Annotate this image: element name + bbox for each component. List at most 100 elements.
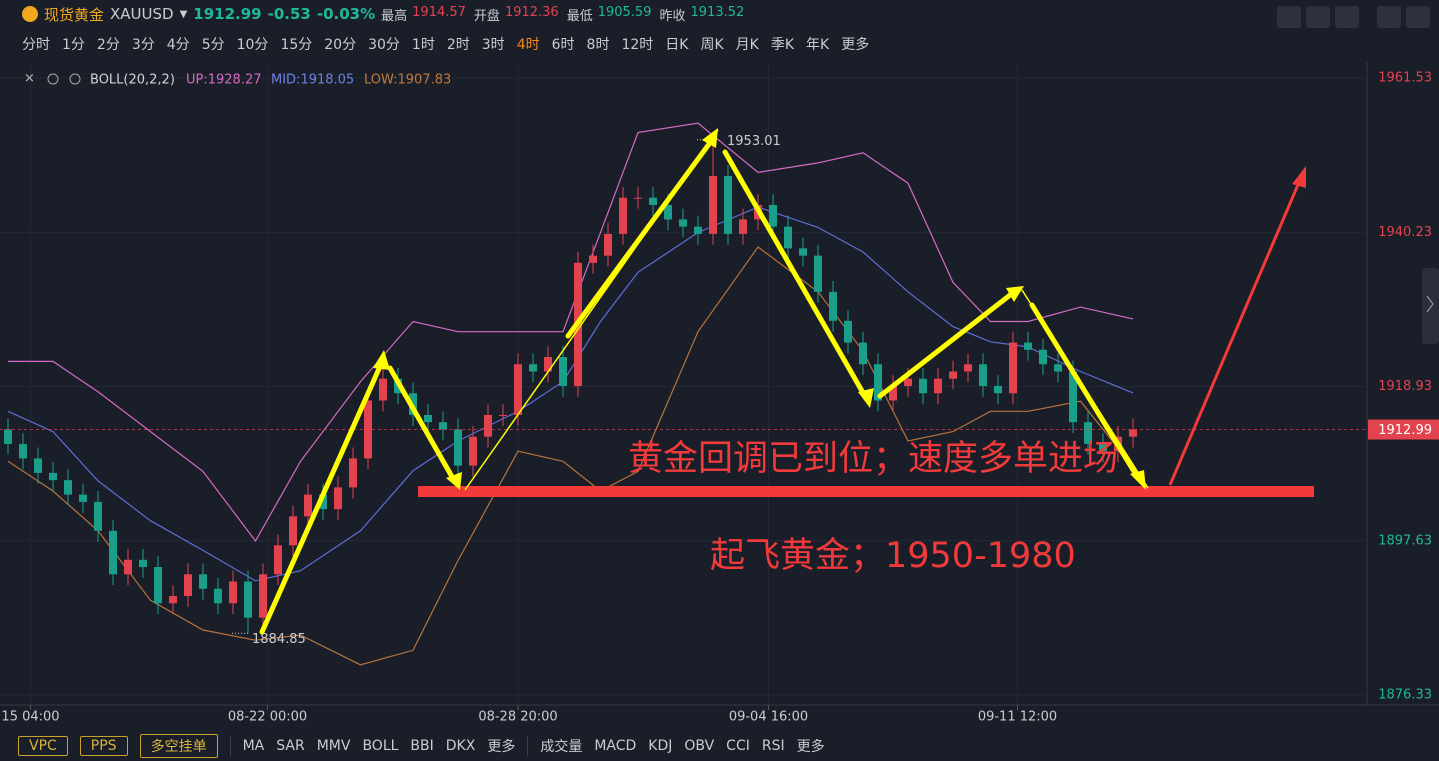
candle-body: [829, 291, 837, 321]
arrow: [387, 365, 458, 485]
timeframe[interactable]: 更多: [841, 37, 870, 53]
candle-body: [499, 414, 507, 416]
tool-icon[interactable]: [1377, 6, 1401, 28]
timeframe[interactable]: 年K: [806, 37, 830, 53]
candle-body: [1084, 422, 1092, 444]
y-tick-label: 1940.23: [1378, 225, 1432, 240]
candle-body: [994, 385, 1002, 394]
candle-body: [739, 219, 747, 234]
toolbar-button[interactable]: PPS: [79, 736, 128, 756]
symbol[interactable]: XAUUSD: [110, 5, 174, 23]
candle-body: [94, 501, 102, 531]
candle-body: [124, 559, 132, 575]
timeframe[interactable]: 月K: [735, 37, 759, 53]
change: -0.53: [267, 5, 311, 23]
line: [1021, 289, 1149, 489]
timeframe[interactable]: 4分: [166, 37, 190, 53]
indicator-button[interactable]: KDJ: [648, 738, 673, 754]
annotation: 黄金回调已到位；速度多单进场: [628, 439, 1118, 479]
candle-body: [889, 385, 897, 401]
close-icon[interactable]: ✕: [24, 72, 35, 87]
x-tick-label: 08-22 00:00: [228, 710, 307, 725]
tool-icon[interactable]: [1306, 6, 1330, 28]
candle-body: [154, 567, 162, 604]
indicator-up: UP:1928.27: [186, 73, 262, 88]
candle-body: [79, 494, 87, 502]
indicator-button[interactable]: MMV: [316, 738, 351, 754]
timeframe[interactable]: 12时: [621, 37, 654, 53]
settings-icon[interactable]: [47, 73, 59, 85]
timeframe[interactable]: 1分: [62, 37, 85, 53]
timeframe[interactable]: 2分: [96, 37, 120, 53]
timeframe[interactable]: 2时: [446, 37, 470, 53]
timeframe[interactable]: 季K: [770, 37, 795, 53]
indicator-button[interactable]: CCI: [726, 738, 750, 754]
instrument-name[interactable]: 现货黄金: [44, 5, 105, 24]
timeframe[interactable]: 5分: [201, 37, 225, 53]
candle-body: [484, 414, 492, 437]
candle-body: [964, 364, 972, 372]
candle-body: [1009, 342, 1017, 394]
indicator-button[interactable]: 更多: [487, 739, 516, 755]
timeframe[interactable]: 4时: [516, 37, 540, 53]
candle-body: [664, 204, 672, 220]
timeframe[interactable]: 30分: [368, 37, 400, 53]
timeframe[interactable]: 15分: [280, 37, 313, 53]
indicator-button[interactable]: SAR: [276, 738, 305, 754]
timeframe[interactable]: 10分: [236, 37, 269, 53]
candle-body: [694, 226, 702, 234]
thin-lines: [464, 129, 1149, 491]
timeframe[interactable]: 20分: [324, 37, 357, 53]
timeframe[interactable]: 日K: [665, 37, 689, 53]
candle-body: [634, 197, 642, 199]
timeframe[interactable]: 3时: [481, 37, 505, 53]
indicator-button[interactable]: RSI: [761, 738, 785, 754]
plot-bg: [0, 62, 1439, 730]
y-tick-label: 1961.53: [1378, 71, 1432, 86]
candle-body: [1054, 364, 1062, 372]
candle-body: [844, 320, 852, 343]
indicator-button[interactable]: BOLL: [362, 738, 399, 754]
candle-body: [919, 378, 927, 394]
candle-body: [334, 487, 342, 510]
stat-value: 1905.59: [597, 4, 652, 20]
indicator-button[interactable]: MACD: [594, 738, 637, 754]
indicator-button[interactable]: 成交量: [540, 739, 583, 755]
candle-body: [244, 581, 252, 618]
candle-body: [454, 429, 462, 466]
candle-body: [229, 581, 237, 604]
tool-icon[interactable]: [1335, 6, 1359, 28]
timeframe[interactable]: 8时: [586, 37, 610, 53]
bottom-toolbar: VPC PPS 多空挂单 MA SAR MMV BOLL BBI DKX 更多 成交量 MACD KDJ…: [18, 733, 825, 759]
tool-icon[interactable]: [1406, 6, 1430, 28]
candle-body: [199, 574, 207, 589]
side-toggle[interactable]: [1422, 268, 1439, 344]
timeframe[interactable]: 分时: [22, 37, 50, 53]
x-tick-label: 08-28 20:00: [478, 710, 557, 725]
candle-body: [4, 429, 12, 444]
candle-body: [64, 480, 72, 495]
candle-body: [379, 378, 387, 401]
indicator-button[interactable]: 更多: [796, 739, 825, 755]
timeframe[interactable]: 6时: [551, 37, 575, 53]
indicator-button[interactable]: OBV: [684, 738, 715, 754]
indicator-name: BOLL(20,2,2): [90, 73, 175, 88]
arrow: [722, 149, 869, 401]
arrowhead: [1130, 470, 1146, 490]
candle-body: [34, 458, 42, 473]
toolbar-button[interactable]: 多空挂单: [139, 734, 218, 758]
arrowhead: [446, 472, 462, 490]
tool-icon[interactable]: [1277, 6, 1301, 28]
indicator-button[interactable]: DKX: [445, 738, 476, 754]
timeframe[interactable]: 3分: [131, 37, 155, 53]
timeframe[interactable]: 1时: [411, 37, 435, 53]
indicator-button[interactable]: BBI: [410, 738, 434, 754]
stat-value: 1914.57: [412, 4, 466, 20]
indicator-button[interactable]: MA: [242, 738, 265, 754]
candle-body: [559, 357, 567, 386]
toolbar-button[interactable]: VPC: [18, 736, 68, 756]
timeframe[interactable]: 周K: [700, 37, 724, 53]
stat-label: 昨收: [659, 8, 686, 24]
candle-body: [1069, 371, 1077, 423]
visibility-icon[interactable]: [69, 73, 81, 85]
